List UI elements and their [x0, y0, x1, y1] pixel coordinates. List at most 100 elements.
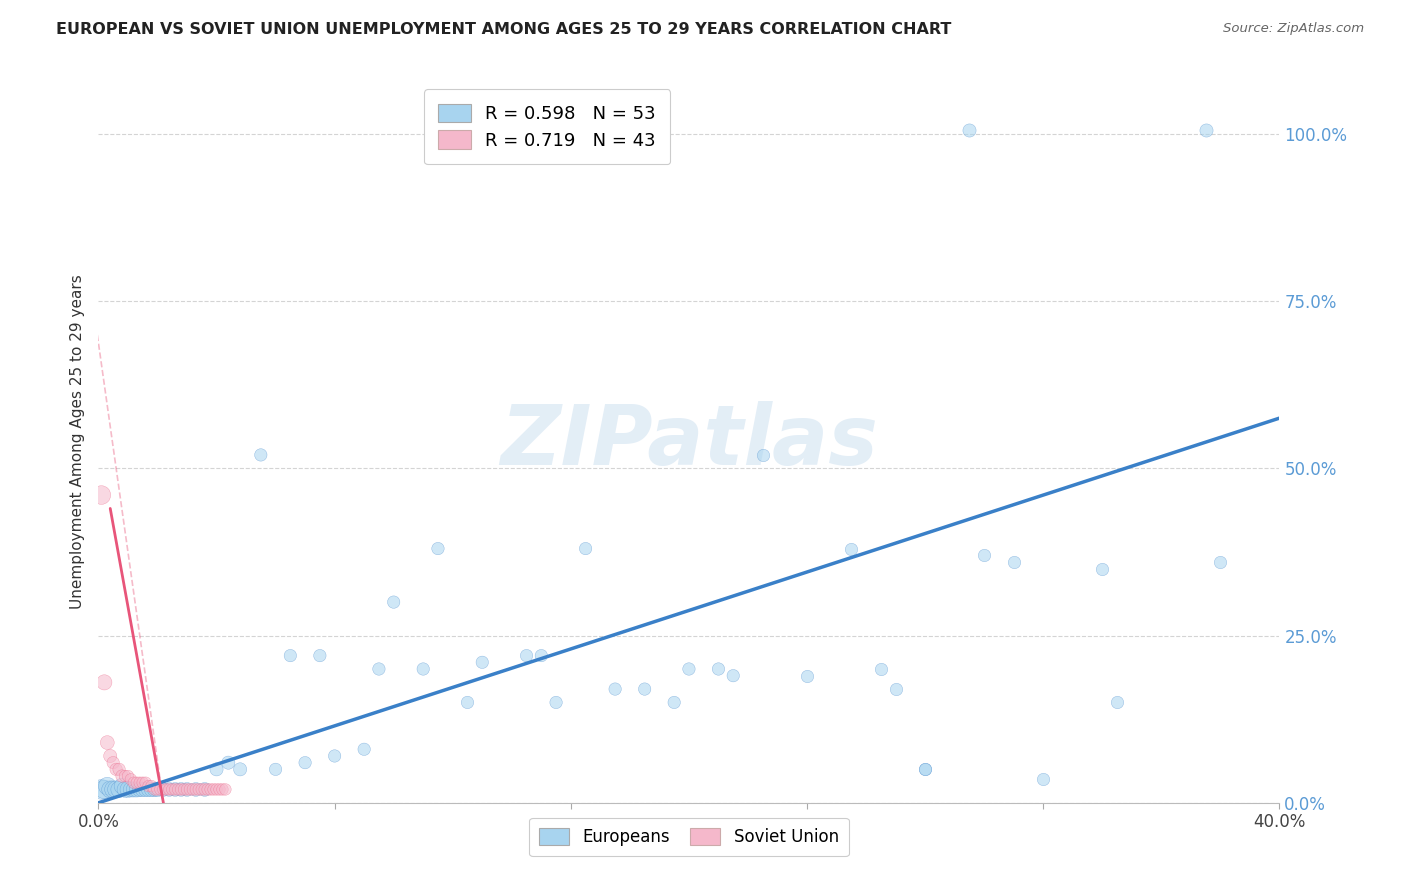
Point [530, 648, 553, 663]
Point [211, 782, 233, 797]
Point [264, 762, 287, 776]
Point [96, 779, 118, 793]
Point [914, 762, 936, 776]
Point [176, 782, 198, 797]
Point [103, 782, 125, 797]
Point [323, 749, 346, 764]
Point [973, 548, 995, 563]
Point [179, 782, 201, 797]
Point [1209, 555, 1232, 569]
Point [870, 662, 893, 676]
Point [229, 762, 252, 776]
Point [208, 782, 231, 797]
Point [90, 782, 112, 797]
Point [98, 782, 121, 797]
Point [707, 662, 730, 676]
Point [353, 742, 375, 756]
Point [176, 782, 198, 797]
Point [114, 782, 136, 797]
Y-axis label: Unemployment Among Ages 25 to 29 years: Unemployment Among Ages 25 to 29 years [70, 274, 86, 609]
Point [96, 735, 118, 749]
Point [194, 782, 217, 797]
Point [108, 782, 131, 797]
Point [105, 762, 128, 776]
Point [250, 448, 273, 462]
Point [155, 782, 177, 797]
Point [412, 662, 434, 676]
Point [575, 541, 598, 556]
Point [125, 776, 148, 790]
Point [117, 769, 139, 783]
Point [120, 782, 142, 797]
Point [664, 696, 686, 710]
Point [181, 782, 204, 797]
Point [1002, 555, 1025, 569]
Point [146, 782, 169, 797]
Point [152, 782, 174, 797]
Point [167, 782, 190, 797]
Point [93, 782, 115, 797]
Point [141, 782, 163, 797]
Point [132, 782, 155, 797]
Point [280, 648, 302, 663]
Point [214, 782, 236, 797]
Point [205, 762, 228, 776]
Point [884, 681, 907, 696]
Point [114, 769, 136, 783]
Point [546, 696, 568, 710]
Point [128, 776, 150, 790]
Point [98, 749, 121, 764]
Point [457, 696, 479, 710]
Point [138, 782, 160, 797]
Point [120, 772, 142, 787]
Point [202, 782, 225, 797]
Point [294, 756, 316, 770]
Point [135, 776, 157, 790]
Point [128, 782, 150, 797]
Point [382, 595, 405, 609]
Point [1107, 696, 1129, 710]
Point [149, 782, 172, 797]
Point [427, 541, 450, 556]
Point [605, 681, 627, 696]
Point [187, 782, 209, 797]
Point [165, 782, 187, 797]
Point [796, 669, 818, 683]
Point [117, 782, 139, 797]
Text: EUROPEAN VS SOVIET UNION UNEMPLOYMENT AMONG AGES 25 TO 29 YEARS CORRELATION CHAR: EUROPEAN VS SOVIET UNION UNEMPLOYMENT AM… [56, 22, 952, 37]
Point [841, 541, 863, 556]
Point [170, 782, 193, 797]
Point [200, 782, 222, 797]
Point [111, 769, 134, 783]
Point [309, 648, 332, 663]
Point [914, 762, 936, 776]
Point [162, 782, 183, 797]
Point [1032, 772, 1054, 787]
Point [103, 756, 125, 770]
Point [173, 782, 195, 797]
Point [1195, 123, 1218, 137]
Text: Source: ZipAtlas.com: Source: ZipAtlas.com [1223, 22, 1364, 36]
Point [157, 782, 180, 797]
Text: ZIPatlas: ZIPatlas [501, 401, 877, 482]
Point [143, 782, 166, 797]
Point [165, 782, 187, 797]
Point [170, 782, 193, 797]
Point [146, 782, 169, 797]
Point [122, 776, 145, 790]
Point [184, 782, 207, 797]
Point [157, 782, 180, 797]
Point [93, 675, 115, 690]
Legend: Europeans, Soviet Union: Europeans, Soviet Union [529, 818, 849, 856]
Point [1091, 562, 1114, 576]
Point [197, 782, 219, 797]
Point [105, 782, 128, 797]
Point [90, 488, 112, 502]
Point [141, 779, 163, 793]
Point [205, 782, 228, 797]
Point [634, 681, 657, 696]
Point [143, 782, 166, 797]
Point [217, 756, 239, 770]
Point [125, 782, 148, 797]
Point [368, 662, 391, 676]
